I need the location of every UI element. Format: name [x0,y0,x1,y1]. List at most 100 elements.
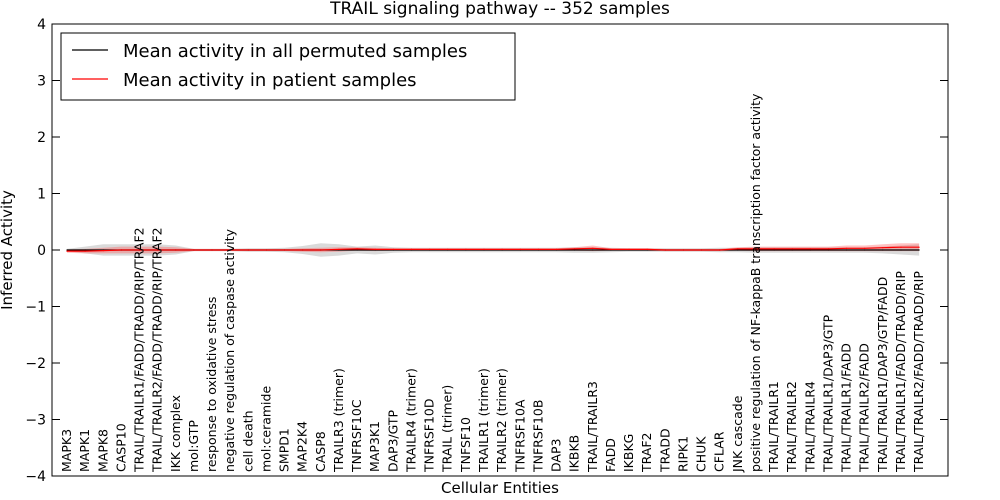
data-point [429,248,431,250]
data-point [882,249,884,251]
data-point [574,248,576,250]
category-label: TRAIL/TRAILR1/FADD/TRADD/RIP/TRAF2 [132,227,147,473]
data-point [864,247,866,249]
y-tick-label: −4 [25,469,46,485]
category-label: JNK cascade [730,395,745,473]
y-tick-label: 2 [37,130,46,146]
data-point [102,250,104,252]
data-point [664,249,666,251]
chart-title: TRAIL signaling pathway -- 352 samples [329,0,670,19]
data-point [791,249,793,251]
data-point [737,249,739,251]
category-label: DAP3 [549,439,564,472]
data-point [193,249,195,251]
category-label: MAPK3 [59,429,74,472]
category-label: CASP10 [113,423,128,472]
category-label: FADD [603,438,618,472]
legend-box [60,32,516,101]
category-label: MAPK8 [95,429,110,472]
data-point [374,248,376,250]
category-label: TRAIL (trimer) [440,385,455,473]
category-label: TRAF2 [639,432,654,473]
data-point [846,247,848,249]
data-point [755,248,757,250]
data-point [719,249,721,251]
data-point [265,249,267,251]
data-point [700,249,703,251]
series-line-1 [67,246,920,252]
data-point [846,249,848,251]
y-tick-label: 0 [37,243,46,259]
category-label: TRAILR3 (trimer) [331,368,346,473]
data-point [410,248,413,250]
data-point [574,249,576,251]
category-label: DAP3/GTP [385,409,400,472]
data-point [809,249,811,251]
category-label: IKBKG [621,434,636,472]
category-label: CFLAR [712,431,727,472]
y-axis-label: Inferred Activity [0,190,16,310]
category-label: TRADD [657,428,672,473]
y-tick-label: 4 [37,17,46,33]
data-point [918,249,920,251]
category-label: MAPK1 [77,429,92,472]
data-point [501,248,503,250]
category-label: MAP2K4 [295,421,310,472]
category-label: cell death [240,410,255,472]
data-point [827,248,830,250]
category-label: positive regulation of NF-kappaB transcr… [748,93,763,472]
data-point [356,248,358,250]
category-label: TRAILR2 (trimer) [494,368,509,473]
category-label: TRAILR4 (trimer) [403,368,418,473]
data-point [900,249,902,251]
y-tick-label: −1 [25,300,46,316]
category-label: TRAIL/TRAILR1 [766,381,781,473]
data-point [392,248,394,250]
data-point [519,248,521,250]
category-label: IKBKB [567,435,582,472]
data-point [211,249,213,251]
data-point [737,248,739,250]
category-label: TRAIL/TRAILR2/FADD [857,343,872,473]
category-label: TNFSF10 [458,417,473,473]
category-label: TRAIL/TRAILR2/FADD/TRADD/RIP [911,271,926,473]
category-label: MAP3K1 [367,421,382,472]
series-band-1 [67,243,920,254]
category-label: TRAIL/TRAILR1/DAP3/GTP/FADD [875,277,890,473]
data-point [175,249,177,251]
data-point [320,249,322,251]
data-point [66,249,68,251]
data-point [773,249,775,251]
category-label: mol:ceramide [258,386,273,472]
data-point [791,248,793,250]
data-point [157,249,159,251]
category-label: mol:GTP [186,420,201,472]
category-label: TNFRSF10B [530,400,545,473]
category-label: TRAIL/TRAILR2 [784,381,799,473]
y-tick-label: −2 [25,356,46,372]
data-point [882,247,884,249]
data-point [66,250,68,252]
category-label: response to oxidative stress [204,297,219,472]
data-point [646,248,648,250]
data-point [592,247,594,249]
legend-label-permuted: Mean activity in all permuted samples [123,41,467,62]
category-label: CASP8 [313,431,328,472]
x-axis-label: Cellular Entities [441,479,559,497]
category-labels: MAPK3 MAPK1 MAPK8 CASP10 TRAIL/TRAILR1/FADD/… [59,93,926,473]
data-point [138,249,141,251]
category-label: IKK complex [168,395,183,472]
data-point [356,249,358,251]
y-tick-label: 1 [37,187,46,203]
category-label: TRAIL/TRAILR1/DAP3/GTP [820,314,835,473]
category-label: CHUK [694,436,709,472]
category-label: TNFRSF10A [512,399,527,473]
data-point [120,249,122,251]
category-label: TRAIL/TRAILR1/FADD [839,343,854,473]
data-point [247,249,249,251]
y-tick-label: 3 [37,74,46,90]
data-point [338,248,340,250]
data-point [555,248,558,250]
data-point [610,248,612,250]
data-point [284,249,286,251]
